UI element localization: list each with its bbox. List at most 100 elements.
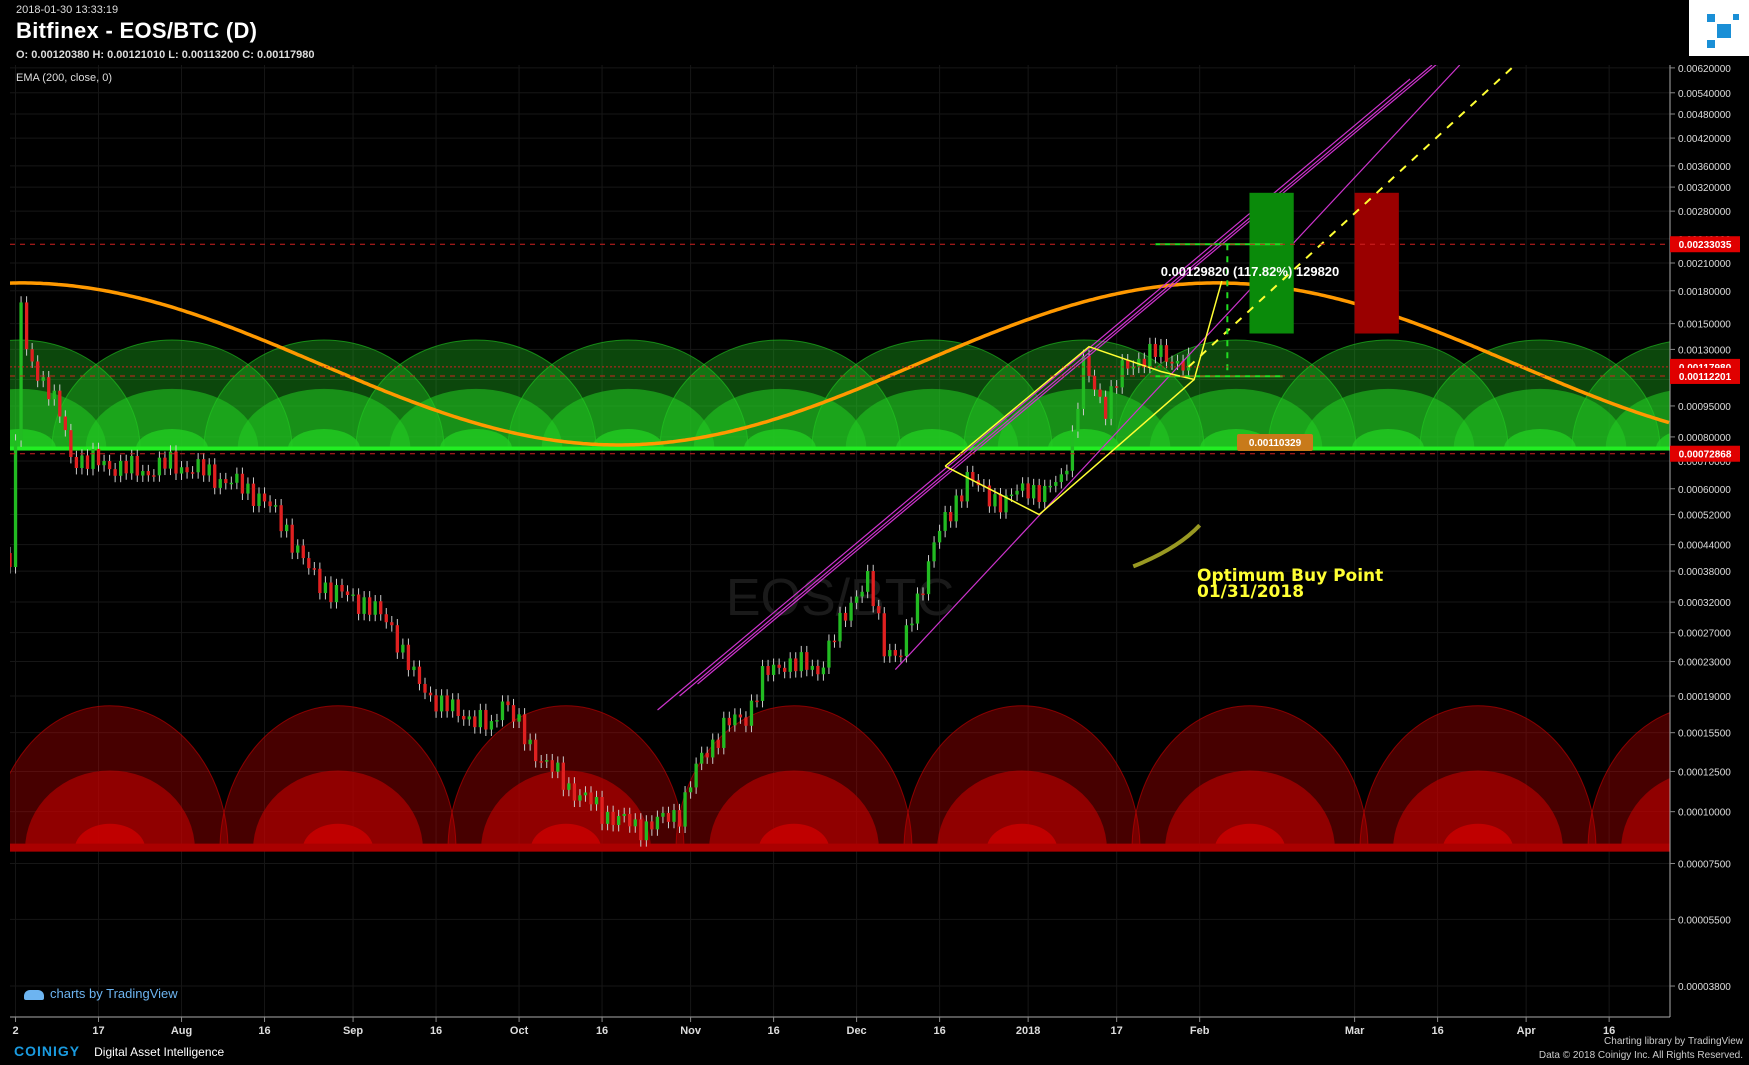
candle-body	[1181, 360, 1185, 371]
candle-body	[323, 582, 328, 594]
candle-body	[644, 821, 648, 841]
candle-body	[1076, 408, 1080, 432]
candle-body	[1115, 386, 1119, 388]
tv-credit-text: charts by TradingView	[50, 986, 178, 1001]
x-tick-label: Aug	[171, 1025, 192, 1037]
candle-body	[888, 650, 892, 657]
candle-body	[993, 494, 997, 507]
candle-body	[517, 714, 521, 722]
candle-body	[1142, 358, 1146, 367]
candle-body	[373, 601, 377, 615]
price-label-box	[1670, 445, 1740, 462]
candlesticks[interactable]	[8, 296, 1191, 847]
x-tick-label: 16	[258, 1025, 270, 1037]
buy-point-title: Optimum Buy Point	[1197, 566, 1383, 586]
green-baseline	[10, 446, 1670, 451]
x-tick-label: Apr	[1517, 1025, 1537, 1037]
candle-body	[462, 715, 466, 720]
green-cycle-arcs	[10, 339, 1670, 451]
candle-body	[965, 472, 969, 502]
candle-body	[694, 763, 698, 788]
candle-body	[174, 451, 178, 474]
y-tick-label: 0.00130000	[1678, 345, 1731, 356]
candle-body	[794, 658, 798, 672]
tradingview-credit[interactable]: charts by TradingView	[24, 986, 178, 1001]
candle-body	[910, 623, 914, 626]
candle-body	[816, 665, 820, 675]
candle-body	[207, 464, 211, 476]
candle-body	[705, 752, 709, 758]
projection-line	[1187, 65, 1516, 368]
candle-body	[1020, 483, 1025, 491]
candle-body	[854, 596, 859, 603]
candle-body	[617, 816, 621, 825]
x-tick-label: 16	[596, 1025, 608, 1037]
candle-body	[943, 512, 947, 531]
trend-channel-line	[697, 65, 1437, 685]
green-arc-core	[440, 428, 512, 449]
candle-body	[428, 692, 433, 696]
candle-body	[179, 467, 184, 474]
measure-label: 0.00129820 (117.82%) 129820	[1161, 264, 1340, 279]
candle-body	[1048, 485, 1052, 488]
candle-body	[268, 501, 272, 507]
price-label-text: 0.00072868	[1679, 450, 1732, 461]
candle-body	[401, 644, 405, 653]
candle-body	[102, 461, 106, 466]
pattern-outline	[944, 280, 1223, 516]
red-arc-core	[302, 823, 374, 850]
candle-body	[1043, 485, 1047, 502]
candle-body	[760, 666, 765, 701]
red-arc-core	[986, 823, 1058, 850]
x-tick-label: 17	[92, 1025, 104, 1037]
y-tick-label: 0.00027000	[1678, 629, 1731, 640]
candle-body	[273, 505, 278, 507]
x-tick-label: Feb	[1190, 1025, 1210, 1037]
drawing-overlays[interactable]	[657, 53, 1516, 711]
candle-body	[937, 530, 942, 543]
y-tick-label: 0.00320000	[1678, 183, 1731, 194]
candle-body	[395, 625, 399, 653]
library-brand: TradingView	[1687, 1036, 1743, 1047]
candle-body	[412, 666, 416, 671]
y-tick-label: 0.00070000	[1678, 457, 1731, 468]
trend-channel-line	[679, 65, 1433, 697]
y-tick-label: 0.00010000	[1678, 808, 1731, 819]
annotation-text: 0.00129820 (117.82%) 129820 0.00110329 O…	[1161, 264, 1384, 602]
red-arc-inner	[1621, 778, 1670, 850]
trend-channel-line	[894, 65, 1461, 670]
candle-body	[1015, 490, 1019, 495]
candle-body	[1009, 494, 1014, 497]
candle-body	[960, 495, 964, 502]
footer-credits: Charting library by TradingView Data © 2…	[1539, 1035, 1743, 1063]
candle-body	[528, 739, 532, 745]
candle-body	[971, 472, 975, 481]
candle-body	[534, 739, 538, 762]
candle-body	[262, 493, 267, 502]
candle-body	[639, 819, 643, 841]
x-tick-label: 17	[1111, 1025, 1123, 1037]
candle-body	[904, 625, 909, 657]
candle-body	[506, 701, 510, 706]
candle-body	[600, 797, 604, 824]
candle-body	[439, 695, 444, 712]
candle-body	[489, 721, 494, 730]
candle-body	[1026, 483, 1030, 499]
candle-body	[356, 594, 361, 614]
candle-body	[163, 457, 167, 469]
x-tick-label: Oct	[510, 1025, 529, 1037]
candle-body	[882, 613, 886, 657]
candle-body	[279, 505, 283, 532]
candle-body	[240, 473, 245, 494]
candle-body	[229, 482, 233, 485]
candle-body	[827, 640, 831, 668]
candle-body	[329, 582, 333, 603]
candle-body	[727, 717, 731, 726]
y-tick-label: 0.00015500	[1678, 729, 1731, 740]
candle-body	[246, 483, 250, 494]
candle-body	[589, 792, 593, 805]
y-tick-label: 0.00052000	[1678, 511, 1731, 522]
indicator-legend[interactable]: EMA (200, close, 0)	[16, 72, 112, 84]
candle-body	[107, 461, 112, 470]
